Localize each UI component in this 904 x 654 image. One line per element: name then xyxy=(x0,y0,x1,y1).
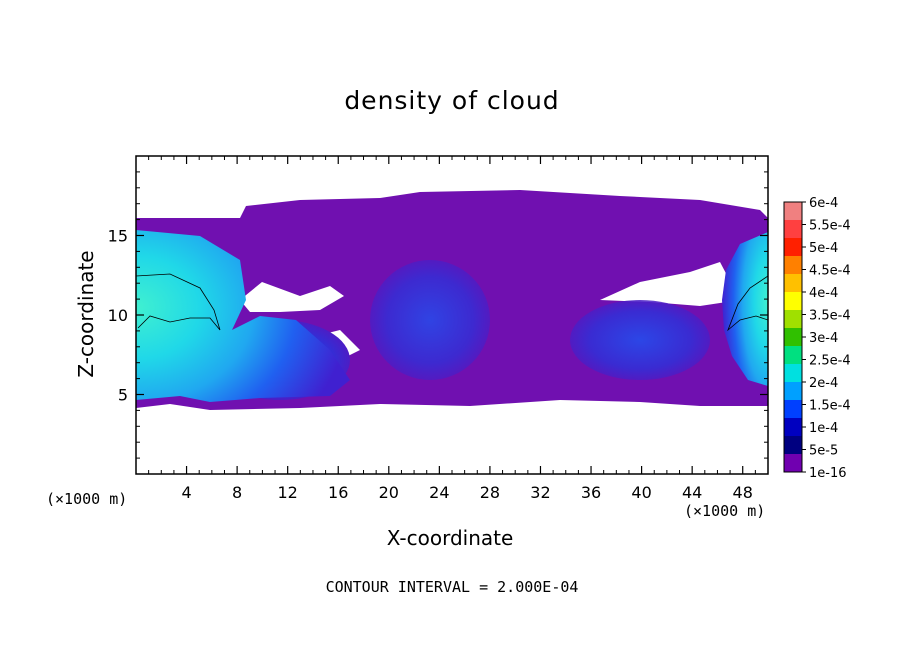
x-unit-label: (×1000 m) xyxy=(684,502,766,520)
cloud-core xyxy=(370,260,490,380)
chart-title: density of cloud xyxy=(344,86,560,115)
colorbar-label: 1e-4 xyxy=(809,421,838,436)
z-unit-label: (×1000 m) xyxy=(46,490,128,508)
colorbar-swatch xyxy=(784,202,802,221)
contour-interval-text: CONTOUR INTERVAL = 2.000E-04 xyxy=(325,578,579,596)
x-tick-label: 36 xyxy=(581,483,601,502)
clear-gap xyxy=(600,262,740,306)
clear-gap xyxy=(240,282,344,312)
x-axis-label: X-coordinate xyxy=(386,526,514,550)
y-axis-ticks: 5 10 15 xyxy=(108,171,768,459)
x-tick-label: 28 xyxy=(480,483,500,502)
x-axis-ticks: 4 8 12 16 20 24 28 32 36 40 44 48 xyxy=(148,156,756,502)
colorbar-label: 2.5e-4 xyxy=(809,354,851,369)
colorbar-label: 4.5e-4 xyxy=(809,264,851,279)
x-tick-label: 8 xyxy=(232,483,242,502)
colorbar-label: 6e-4 xyxy=(809,196,838,211)
colorbar-label: 5.5e-4 xyxy=(809,219,851,234)
colorbar-swatch xyxy=(784,220,802,239)
colorbar-swatch xyxy=(784,382,802,401)
x-tick-label: 48 xyxy=(733,483,753,502)
colorbar-swatch xyxy=(784,418,802,437)
colorbar-label: 5e-4 xyxy=(809,241,838,256)
cloud-core-right xyxy=(722,232,768,386)
colorbar-label: 5e-5 xyxy=(809,444,838,459)
x-tick-label: 12 xyxy=(278,483,298,502)
colorbar-swatch xyxy=(784,364,802,383)
colorbar-label: 3e-4 xyxy=(809,331,838,346)
x-tick-label: 20 xyxy=(379,483,399,502)
colorbar-swatch xyxy=(784,400,802,419)
x-tick-label: 32 xyxy=(530,483,550,502)
colorbar-swatch xyxy=(784,292,802,311)
colorbar: 6e-4 5.5e-4 5e-4 4.5e-4 4e-4 3.5e-4 3e-4 2.5e-4… xyxy=(783,196,851,481)
colorbar-label: 2e-4 xyxy=(809,376,838,391)
colorbar-label: 1.5e-4 xyxy=(809,399,851,414)
x-tick-label: 16 xyxy=(328,483,348,502)
colorbar-swatch xyxy=(784,238,802,257)
colorbar-swatch xyxy=(784,454,802,473)
colorbar-label: 4e-4 xyxy=(809,286,838,301)
colorbar-label: 3.5e-4 xyxy=(809,309,851,324)
colorbar-swatch xyxy=(784,436,802,455)
x-tick-label: 4 xyxy=(181,483,191,502)
colorbar-swatch xyxy=(784,274,802,293)
y-tick-label: 10 xyxy=(108,306,128,325)
colorbar-swatch xyxy=(784,328,802,347)
cloud-core xyxy=(570,300,710,380)
x-tick-label: 44 xyxy=(682,483,702,502)
y-tick-label: 15 xyxy=(108,227,128,246)
contour-line xyxy=(136,273,221,331)
colorbar-swatch xyxy=(784,346,802,365)
colorbar-label: 1e-16 xyxy=(809,466,847,481)
y-axis-label: Z-coordinate xyxy=(74,250,98,378)
y-tick-label: 5 xyxy=(118,386,128,405)
colorbar-swatch xyxy=(784,256,802,275)
x-tick-label: 40 xyxy=(631,483,651,502)
colorbar-swatch xyxy=(784,310,802,329)
x-tick-label: 24 xyxy=(429,483,449,502)
contour-line xyxy=(727,275,768,332)
clear-gap xyxy=(136,193,172,205)
density-field xyxy=(136,190,768,410)
cloud-core-left xyxy=(136,230,350,402)
